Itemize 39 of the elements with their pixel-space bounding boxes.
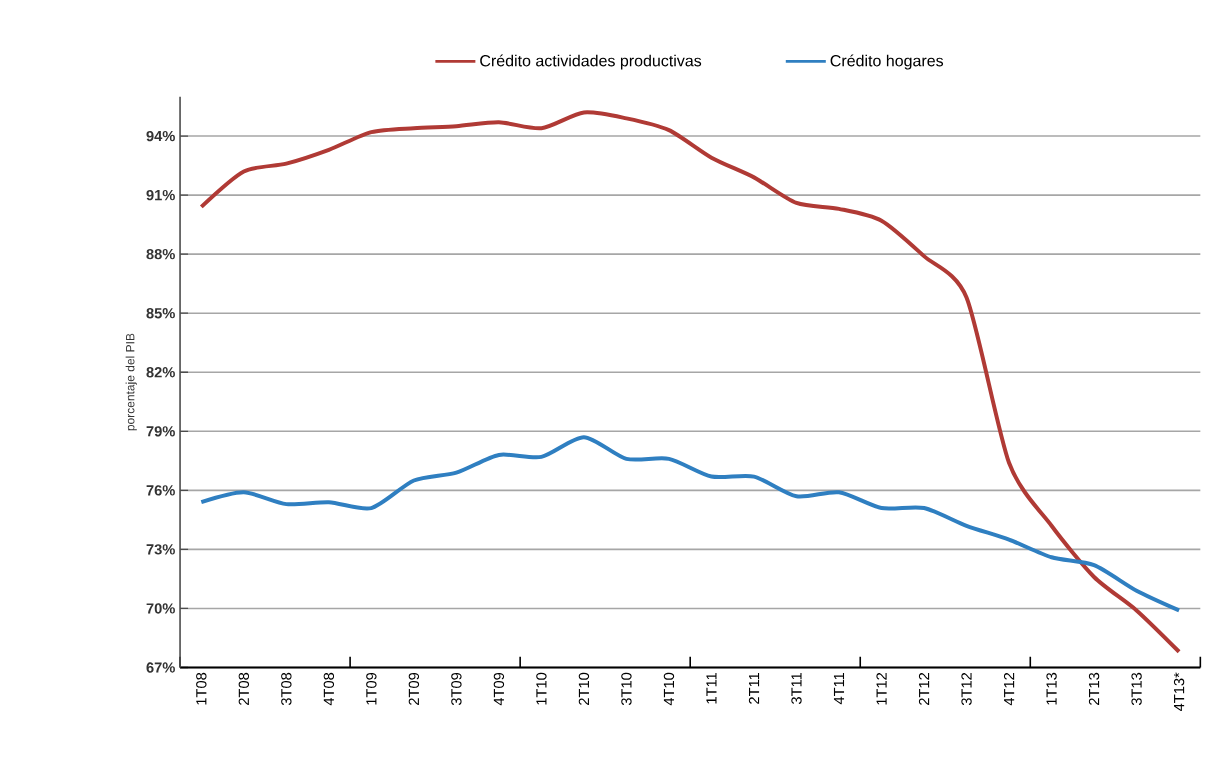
- x-tick-label: 1T13: [1046, 673, 1057, 705]
- y-tick-label: 79%: [146, 426, 175, 437]
- x-tick-label: 4T10: [663, 673, 675, 706]
- y-tick-label: 85%: [146, 308, 175, 319]
- y-axis-title: porcentaje del PIB: [125, 333, 137, 431]
- y-tick-label: 67%: [146, 662, 175, 673]
- line-series: [199, 110, 1182, 654]
- x-tick-label: 3T13: [1131, 673, 1142, 706]
- x-tick-label: 2T13: [1088, 673, 1100, 706]
- x-tick-label: 2T08: [238, 673, 250, 706]
- x-tick-label: 4T08: [323, 673, 335, 706]
- x-tick-label: 1T09: [366, 673, 377, 705]
- x-tick-label: 3T11: [791, 673, 802, 705]
- x-tick-label: 3T09: [451, 673, 462, 706]
- line-series: [199, 435, 1182, 613]
- x-tick-label: 2T09: [408, 673, 420, 706]
- x-tick-label: 2T12: [918, 673, 930, 706]
- x-tick-label: 3T10: [621, 673, 632, 706]
- legend-label: Crédito hogares: [830, 54, 944, 70]
- x-tick-label: 3T08: [281, 673, 292, 706]
- x-tick-label: 3T12: [961, 673, 972, 706]
- y-tick-label: 88%: [146, 249, 175, 260]
- x-tick-label: 4T12: [1003, 673, 1015, 706]
- x-tick-label: 2T11: [748, 673, 760, 705]
- y-tick-label: 91%: [146, 190, 175, 201]
- x-tick-label: 1T11: [706, 673, 717, 704]
- y-tick-label: 70%: [146, 603, 175, 614]
- y-tick-label: 82%: [146, 367, 175, 378]
- x-tick-label: 2T10: [578, 673, 590, 706]
- x-tick-label: 1T12: [876, 673, 887, 705]
- x-tick-label: 4T13*: [1173, 672, 1185, 712]
- y-tick-label: 76%: [146, 485, 175, 496]
- x-tick-label: 4T09: [493, 673, 505, 706]
- y-tick-label: 73%: [146, 544, 175, 555]
- x-tick-label: 1T08: [196, 673, 207, 705]
- legend-label: Crédito actividades productivas: [480, 54, 702, 70]
- x-tick-label: 1T10: [536, 673, 547, 705]
- x-tick-label: 4T11: [833, 673, 845, 705]
- y-tick-label: 94%: [146, 131, 175, 142]
